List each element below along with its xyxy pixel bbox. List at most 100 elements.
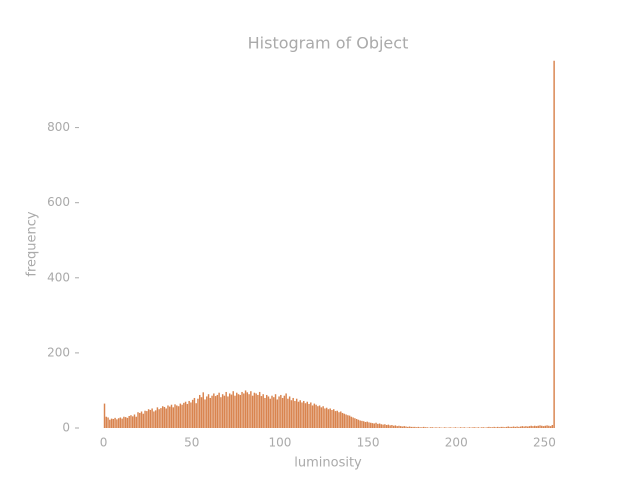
bar — [384, 424, 386, 428]
bar — [230, 394, 233, 428]
bar — [325, 407, 328, 428]
x-tick-label: 250 — [533, 436, 556, 450]
bar — [318, 405, 321, 428]
bar — [438, 427, 441, 428]
bar — [232, 391, 234, 428]
bar — [262, 394, 264, 428]
bar — [408, 426, 411, 428]
bar — [172, 407, 175, 428]
bar — [394, 425, 397, 428]
bar — [324, 408, 326, 428]
bar — [518, 426, 520, 428]
bar — [553, 60, 555, 429]
bar — [280, 394, 282, 428]
bar — [378, 423, 381, 428]
bar — [313, 403, 316, 428]
bar — [177, 406, 180, 428]
bar — [334, 411, 337, 428]
bar — [149, 409, 152, 428]
bar — [290, 400, 293, 428]
bar — [403, 426, 405, 428]
bar — [267, 396, 270, 428]
bar — [220, 397, 222, 428]
bar — [274, 394, 277, 428]
bar — [255, 393, 257, 428]
bar — [278, 396, 280, 428]
bar — [154, 410, 157, 428]
bar — [131, 416, 134, 428]
bar — [200, 397, 203, 428]
bar — [412, 426, 414, 428]
bar — [489, 427, 492, 428]
bar — [341, 412, 344, 428]
bar — [265, 394, 268, 428]
bar — [331, 409, 333, 428]
bar — [156, 407, 159, 428]
chart-title: Histogram of Object — [248, 34, 409, 53]
bar — [124, 417, 127, 428]
bar — [454, 427, 457, 428]
bar — [174, 404, 176, 428]
bar — [276, 399, 279, 428]
bar — [459, 427, 462, 428]
bar — [253, 392, 256, 428]
bar — [144, 410, 146, 428]
bar — [301, 402, 303, 428]
bar — [389, 425, 391, 428]
bar — [320, 407, 323, 428]
bar — [421, 427, 423, 428]
bar — [269, 398, 271, 428]
bar — [488, 426, 490, 428]
bar — [551, 424, 554, 428]
bar — [260, 396, 263, 428]
bar — [493, 426, 495, 428]
bar — [241, 391, 243, 428]
bar — [273, 397, 275, 428]
bar — [179, 403, 182, 428]
bar — [392, 425, 395, 428]
bar — [105, 416, 108, 428]
bar — [396, 426, 398, 428]
bar — [109, 419, 111, 428]
bar — [306, 401, 309, 428]
bar — [114, 417, 116, 428]
bar — [310, 402, 312, 428]
bar — [193, 397, 196, 428]
bar — [167, 405, 169, 428]
bar — [525, 426, 527, 428]
bar — [526, 426, 529, 428]
bar — [213, 393, 215, 428]
bar — [498, 427, 501, 428]
bar — [347, 415, 349, 428]
bar — [239, 394, 242, 428]
bar — [370, 422, 372, 428]
bar — [410, 426, 413, 428]
bar — [191, 399, 194, 428]
bar — [299, 400, 301, 428]
bar — [431, 427, 434, 428]
bar — [496, 426, 499, 428]
bar — [504, 427, 506, 428]
bar — [119, 417, 122, 428]
bar — [495, 427, 497, 428]
bar — [350, 416, 353, 428]
bar — [354, 418, 356, 428]
bar — [537, 425, 539, 428]
bar — [184, 401, 187, 428]
bar — [477, 427, 480, 428]
bar — [271, 395, 273, 428]
bar — [355, 418, 358, 428]
bar — [366, 421, 368, 428]
bar — [435, 427, 437, 428]
bar — [227, 396, 229, 428]
bar — [197, 398, 199, 428]
bar — [137, 412, 139, 428]
bar — [512, 426, 515, 428]
bar — [151, 408, 153, 428]
bar — [190, 402, 192, 428]
bar — [181, 404, 183, 428]
bar — [315, 404, 317, 428]
bar — [373, 423, 376, 428]
bar — [401, 426, 404, 428]
